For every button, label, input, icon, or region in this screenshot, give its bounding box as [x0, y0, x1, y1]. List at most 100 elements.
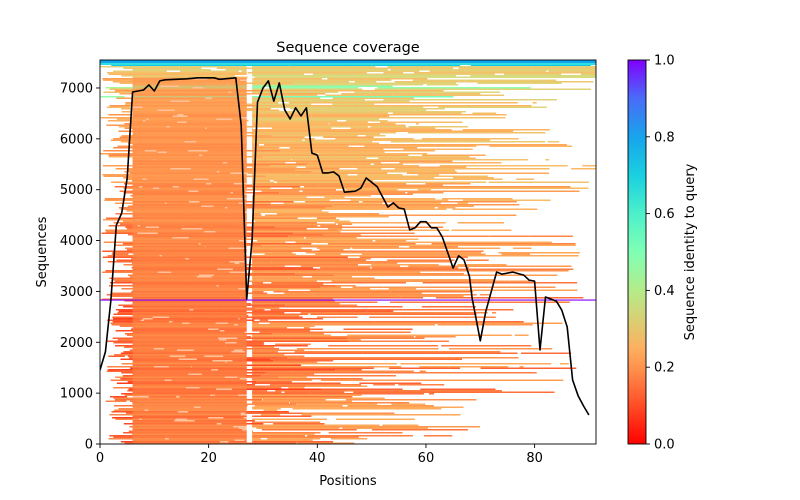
- alignment-segment: [253, 129, 350, 131]
- alignment-segment: [289, 147, 350, 149]
- alignment-segment: [232, 388, 322, 390]
- plot-frame: [99, 59, 597, 445]
- alignment-segment: [252, 216, 312, 218]
- alignment-segment: [252, 382, 341, 384]
- alignment-segment: [329, 79, 392, 81]
- alignment-segment: [300, 265, 400, 267]
- alignment-segment: [351, 366, 402, 368]
- alignment-segment: [256, 427, 340, 429]
- alignment-segment: [236, 342, 264, 344]
- alignment-segment: [263, 409, 278, 411]
- alignment-segment: [252, 351, 278, 353]
- alignment-segment: [252, 297, 303, 299]
- alignment-segment: [439, 165, 469, 167]
- alignment-segment: [470, 75, 518, 77]
- alignment-segment: [322, 259, 367, 261]
- alignment-segment: [562, 297, 584, 299]
- alignment-segment: [343, 150, 435, 152]
- alignment-segment: [252, 249, 312, 251]
- alignment-segment: [468, 165, 503, 167]
- alignment-segment: [270, 384, 361, 386]
- alignment-segment: [254, 96, 316, 98]
- alignment-segment: [376, 184, 443, 186]
- alignment-segment: [307, 435, 392, 437]
- alignment-segment: [252, 415, 254, 417]
- alignment-segment: [213, 357, 287, 359]
- alignment-segment: [272, 333, 324, 335]
- alignment-segment: [262, 295, 298, 297]
- alignment-segment: [252, 373, 265, 375]
- alignment-segment: [252, 301, 273, 303]
- alignment-segment: [292, 246, 399, 248]
- alignment-segment: [347, 405, 419, 407]
- alignment-segment: [403, 91, 443, 93]
- alignment-segment: [373, 177, 435, 179]
- alignment-segment: [310, 426, 356, 428]
- alignment-segment: [539, 199, 551, 201]
- alignment-segment: [282, 283, 324, 285]
- alignment-segment: [261, 429, 357, 431]
- alignment-segment: [378, 306, 403, 308]
- alignment-segment: [252, 114, 344, 116]
- alignment-segment: [252, 255, 344, 257]
- alignment-segment: [387, 66, 477, 68]
- alignment-segment: [269, 322, 374, 324]
- alignment-segment: [393, 153, 428, 155]
- alignment-segment: [289, 69, 345, 71]
- alignment-segment: [252, 148, 268, 150]
- alignment-segment: [113, 318, 143, 320]
- alignment-segment: [392, 112, 462, 114]
- x-axis: 0 20 40 60 80: [96, 444, 543, 466]
- alignment-segment: [313, 324, 435, 326]
- alignment-segment: [410, 390, 502, 392]
- alignment-segment: [313, 294, 399, 296]
- alignment-segment: [571, 244, 576, 246]
- alignment-segment: [320, 412, 395, 414]
- alignment-segment: [356, 270, 466, 272]
- alignment-segment: [212, 304, 286, 306]
- alignment-segment: [342, 427, 428, 429]
- alignment-segment: [373, 322, 415, 324]
- alignment-segment: [417, 189, 431, 191]
- alignment-segment: [180, 70, 239, 72]
- alignment-segment: [480, 367, 577, 369]
- alignment-segment: [398, 294, 477, 296]
- alignment-segment: [352, 105, 387, 107]
- alignment-segment: [472, 105, 532, 107]
- alignment-segment: [374, 261, 452, 263]
- alignment-segment: [382, 208, 447, 210]
- alignment-segment: [396, 382, 422, 384]
- alignment-segment: [233, 267, 313, 269]
- alignment-segment: [252, 252, 293, 254]
- alignment-segment: [208, 93, 326, 95]
- alignment-segment: [449, 348, 553, 350]
- alignment-segment: [404, 190, 434, 192]
- alignment-segment: [200, 243, 312, 245]
- alignment-segment: [398, 384, 445, 386]
- alignment-segment: [534, 243, 553, 245]
- alignment-segment: [489, 235, 530, 237]
- alignment-segment: [457, 222, 504, 224]
- alignment-segment: [252, 322, 259, 324]
- alignment-segment: [420, 156, 470, 158]
- alignment-segment: [455, 214, 491, 216]
- alignment-segment: [315, 96, 341, 98]
- alignment-segment: [391, 351, 431, 353]
- alignment-segment: [214, 274, 334, 276]
- alignment-segment: [105, 400, 127, 402]
- alignment-segment: [273, 180, 373, 182]
- alignment-segment: [252, 112, 295, 114]
- alignment-segment: [435, 297, 498, 299]
- alignment-segment: [252, 282, 264, 284]
- alignment-segment: [237, 82, 293, 84]
- alignment-segment: [218, 90, 279, 92]
- alignment-segment: [378, 124, 406, 126]
- alignment-segment: [327, 78, 428, 80]
- alignment-segment: [325, 282, 406, 284]
- y-tick-label: 1000: [60, 387, 93, 402]
- alignment-segment: [519, 99, 557, 101]
- alignment-segment: [352, 247, 400, 249]
- alignment-segment: [367, 310, 394, 312]
- alignment-segment: [545, 159, 550, 161]
